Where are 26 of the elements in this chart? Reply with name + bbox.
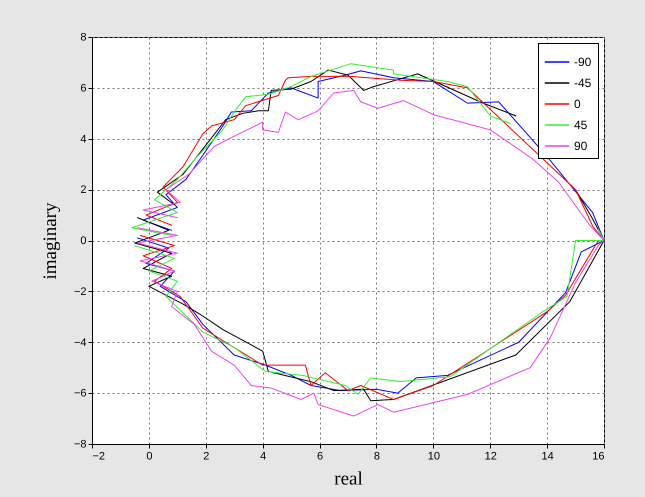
x-tick-label: 16 [592, 450, 604, 462]
x-tick-label: 14 [541, 450, 554, 462]
y-tick-label: −8 [74, 438, 86, 450]
y-tick-label: 8 [80, 32, 86, 44]
y-tick-label: −2 [74, 286, 86, 298]
x-tick-label: 6 [316, 450, 324, 462]
x-tick-label: 10 [428, 450, 440, 462]
y-tick-label: 0 [80, 235, 86, 247]
legend-label: 0 [574, 97, 581, 111]
x-tick-label: 2 [203, 450, 210, 462]
y-tick-label: 2 [80, 184, 86, 196]
y-tick-label: −6 [74, 388, 86, 400]
x-tick-label: 12 [484, 450, 497, 462]
legend-label: 90 [574, 139, 588, 153]
y-tick-label: −4 [74, 336, 86, 349]
y-axis-title: imaginary [40, 202, 61, 280]
legend-label: 45 [574, 118, 588, 132]
x-tick-label: 0 [146, 450, 152, 462]
x-tick-label: −2 [92, 450, 106, 462]
x-axis-title: real [334, 468, 363, 490]
legend-label: -90 [574, 55, 592, 69]
y-tick-label: 6 [80, 82, 86, 94]
legend-label: -45 [574, 76, 592, 90]
x-tick-label: 4 [260, 450, 266, 462]
x-tick-label: 8 [374, 450, 380, 462]
y-tick-label: 4 [80, 133, 86, 146]
